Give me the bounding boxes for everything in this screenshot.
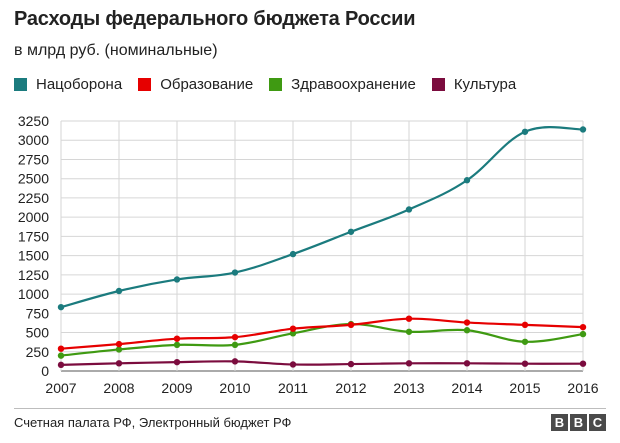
legend-swatch-culture (431, 78, 445, 91)
data-point-culture (579, 360, 587, 367)
data-point-culture (521, 360, 529, 367)
x-tick-label: 2010 (219, 380, 250, 396)
legend-label-healthcare: Здравоохранение (291, 76, 416, 93)
bbc-logo-letter-1: B (551, 414, 568, 431)
x-tick-label: 2007 (45, 380, 76, 396)
x-tick-label: 2011 (278, 380, 308, 396)
data-point-healthcare (579, 330, 587, 338)
chart-title: Расходы федерального бюджета России (14, 8, 416, 30)
data-point-culture (463, 360, 471, 367)
footer-divider (14, 408, 606, 409)
data-point-education (405, 315, 413, 322)
series-line-education (60, 317, 584, 350)
data-point-culture (57, 361, 65, 369)
data-point-defense (231, 269, 239, 276)
data-point-defense (463, 177, 471, 184)
series-line-healthcare (60, 322, 584, 357)
y-tick-label: 2750 (18, 151, 49, 167)
data-point-healthcare (173, 341, 181, 349)
data-point-education (289, 325, 297, 332)
data-point-education (115, 340, 123, 348)
y-tick-label: 0 (41, 363, 49, 379)
legend-swatch-healthcare (269, 78, 283, 91)
chart-legend: Нацоборона Образование Здравоохранение К… (14, 76, 532, 93)
data-point-defense (347, 228, 355, 235)
y-tick-label: 3250 (18, 113, 49, 129)
data-point-culture (289, 361, 297, 368)
y-tick-label: 2000 (18, 209, 49, 225)
legend-item-defense: Нацоборона (14, 76, 122, 93)
data-point-education (231, 333, 239, 341)
data-point-education (347, 321, 355, 329)
legend-swatch-defense (14, 78, 27, 91)
data-point-healthcare (115, 346, 123, 353)
y-tick-label: 500 (26, 325, 50, 341)
data-point-culture (115, 360, 123, 367)
x-tick-label: 2009 (161, 380, 192, 396)
legend-item-culture: Культура (431, 76, 517, 93)
data-point-healthcare (405, 328, 413, 335)
source-note: Счетная палата РФ, Электронный бюджет РФ (14, 415, 292, 430)
y-tick-label: 1000 (18, 286, 49, 302)
data-point-healthcare (231, 341, 239, 349)
data-point-defense (115, 287, 123, 295)
legend-swatch-education (138, 78, 152, 91)
y-tick-label: 1250 (18, 267, 49, 283)
bbc-logo: B B C (549, 414, 606, 431)
x-tick-label: 2014 (451, 380, 482, 396)
data-point-education (463, 319, 471, 326)
data-point-defense (289, 250, 297, 258)
data-point-culture (231, 358, 239, 365)
y-tick-label: 1750 (18, 228, 49, 244)
legend-label-education: Образование (160, 76, 254, 93)
data-point-healthcare (289, 330, 297, 337)
data-point-healthcare (463, 327, 471, 334)
legend-label-defense: Нацоборона (36, 76, 123, 93)
data-point-education (57, 345, 65, 352)
data-point-defense (405, 206, 413, 213)
data-point-defense (521, 128, 529, 135)
y-tick-label: 2500 (18, 171, 49, 187)
y-tick-label: 250 (26, 344, 50, 360)
legend-label-culture: Культура (453, 76, 517, 93)
x-tick-label: 2015 (509, 380, 540, 396)
x-tick-label: 2008 (103, 380, 134, 396)
legend-item-education: Образование (138, 76, 253, 93)
bbc-logo-letter-2: B (570, 414, 587, 431)
y-tick-label: 750 (26, 305, 50, 321)
x-tick-label: 2016 (567, 380, 598, 396)
data-point-culture (347, 360, 355, 368)
y-tick-label: 1500 (18, 248, 49, 264)
bbc-logo-letter-3: C (589, 414, 606, 431)
y-tick-label: 2250 (18, 190, 49, 206)
data-point-education (579, 323, 587, 331)
data-point-education (521, 321, 529, 329)
data-point-defense (173, 276, 181, 283)
x-tick-label: 2012 (335, 380, 366, 396)
data-point-healthcare (521, 338, 529, 345)
data-point-healthcare (57, 352, 65, 359)
data-point-culture (405, 360, 413, 367)
y-tick-label: 3000 (18, 132, 49, 148)
series-line-defense (60, 126, 584, 309)
data-point-culture (173, 358, 181, 366)
chart-subtitle: в млрд руб. (номинальные) (14, 42, 218, 59)
series-line-culture (60, 360, 584, 366)
x-tick-label: 2013 (393, 380, 424, 396)
data-point-defense (579, 126, 587, 133)
data-point-education (173, 335, 181, 342)
legend-item-healthcare: Здравоохранение (269, 76, 416, 93)
data-point-defense (57, 303, 65, 311)
